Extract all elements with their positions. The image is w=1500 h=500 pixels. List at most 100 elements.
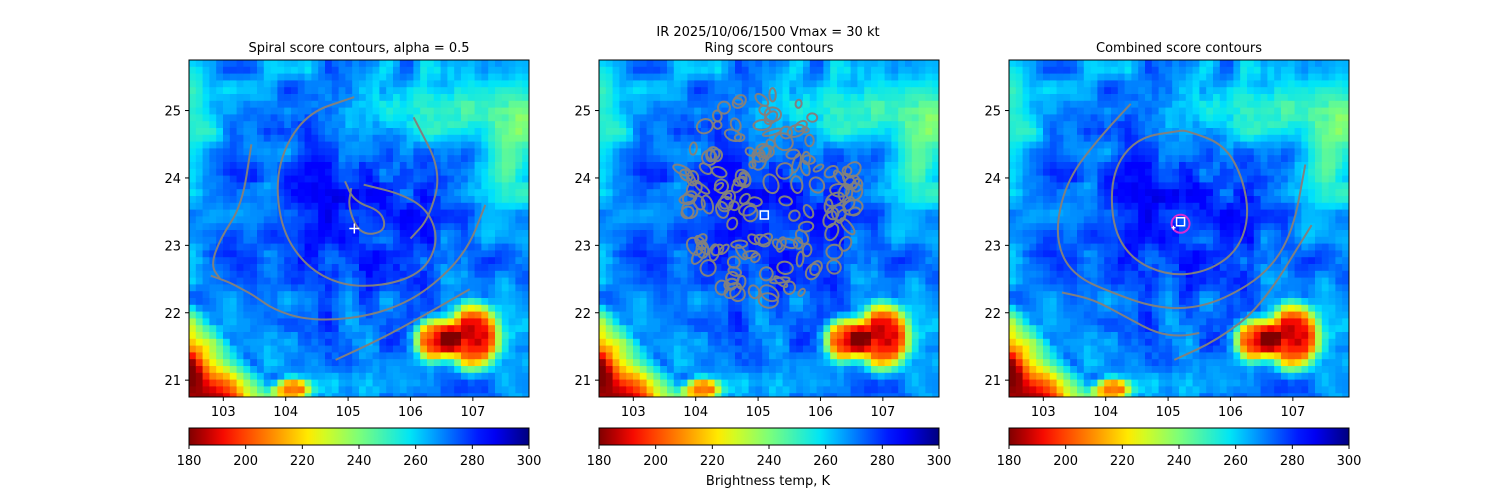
ring-contour: [797, 220, 815, 233]
colorbar-tick-label: 260: [403, 454, 428, 469]
colorbar-tick-label: 240: [1167, 454, 1192, 469]
ring-contour: [688, 141, 698, 156]
colorbar-gradient: [598, 427, 940, 446]
center-plus-marker: [1171, 225, 1176, 230]
ring-contour: [758, 232, 773, 246]
ring-contour: [726, 216, 739, 231]
ring-contour: [763, 106, 782, 123]
ring-contour: [742, 204, 759, 223]
y-tick-label: 23: [164, 239, 181, 254]
colorbar-tick-label: 300: [927, 454, 952, 469]
center-square-marker: [759, 210, 770, 220]
y-tick-label: 23: [984, 239, 1001, 254]
x-tick-label: 103: [211, 405, 236, 420]
ring-contour: [778, 195, 793, 207]
ring-contour: [825, 243, 844, 260]
ring-contour: [848, 206, 861, 217]
ring-contour: [686, 170, 700, 187]
x-tick-label: 103: [1031, 405, 1056, 420]
ir-field: [1009, 60, 1349, 397]
ring-contour: [837, 183, 854, 204]
ring-contour: [728, 200, 740, 212]
y-tick-label: 21: [984, 374, 1001, 389]
x-tick-label: 104: [273, 405, 298, 420]
y-tick-label: 23: [574, 239, 591, 254]
y-tick-label: 21: [164, 374, 181, 389]
colorbar-tick-label: 260: [813, 454, 838, 469]
contour-line: [276, 96, 437, 287]
x-tick-label: 104: [1093, 405, 1118, 420]
contour-line: [344, 180, 386, 235]
ring-contour: [790, 175, 804, 194]
x-tick-label: 107: [460, 405, 485, 420]
y-tick-label: 24: [164, 172, 181, 187]
ring-contour: [794, 119, 808, 133]
y-tick-label: 22: [574, 307, 591, 322]
ring-contour: [826, 259, 842, 275]
contour-line: [1061, 291, 1200, 337]
center-circle-marker: [1170, 213, 1191, 234]
contour-line: [1173, 224, 1313, 361]
y-tick-label: 22: [164, 307, 181, 322]
ring-contour: [788, 209, 801, 222]
colorbar: 180 200 220 240 260 280 300: [997, 427, 1361, 469]
axes-frame: [598, 59, 940, 398]
panel-title: Combined score contours: [1096, 41, 1262, 56]
ring-contour: [808, 176, 826, 194]
panel-2: Ring score contours 103 104 105 106 107 21 22 23…: [574, 41, 951, 469]
x-tick-label: 105: [336, 405, 361, 420]
ring-contour: [794, 98, 803, 109]
ring-contour: [735, 274, 747, 290]
y-tick-label: 25: [574, 105, 591, 120]
colorbar-tick-label: 220: [1110, 454, 1135, 469]
ring-contour: [761, 127, 783, 137]
score-contours: [672, 87, 864, 309]
contour-line: [1110, 129, 1249, 276]
ring-contour: [754, 143, 771, 159]
colorbar-label: Brightness temp, K: [706, 474, 831, 489]
x-tick-label: 105: [746, 405, 771, 420]
x-tick-label: 106: [398, 405, 423, 420]
panel-title: Ring score contours: [704, 41, 833, 56]
ring-contour: [713, 178, 730, 194]
ring-contour: [758, 266, 774, 282]
contour-line: [210, 204, 487, 321]
ring-contour: [730, 239, 749, 249]
colorbar-tick-label: 240: [757, 454, 782, 469]
ring-contour: [822, 209, 838, 229]
ring-contour: [844, 161, 862, 179]
ring-contour: [695, 118, 714, 135]
ring-contour: [685, 236, 704, 256]
ring-contour: [715, 200, 730, 219]
axes-frame: [1008, 59, 1350, 398]
ring-contour: [776, 260, 794, 275]
x-tick-label: 104: [683, 405, 708, 420]
x-tick-label: 106: [1218, 405, 1243, 420]
colorbar-tick-label: 220: [290, 454, 315, 469]
colorbar-gradient: [188, 427, 530, 446]
panel-3: Combined score contours 103 104 105 106 107 21…: [984, 41, 1361, 469]
ring-contour: [692, 194, 706, 211]
ring-contour: [723, 281, 743, 300]
ring-contour: [744, 146, 756, 157]
axes-frame: [188, 59, 530, 398]
center-square-marker: [1175, 217, 1186, 227]
ring-contour: [748, 160, 757, 169]
x-tick-label: 107: [1280, 405, 1305, 420]
y-tick-label: 22: [984, 307, 1001, 322]
score-contours: [210, 96, 487, 361]
y-tick-label: 25: [164, 105, 181, 120]
colorbar-tick-label: 180: [587, 454, 612, 469]
ring-contour: [747, 233, 760, 246]
x-tick-label: 103: [621, 405, 646, 420]
colorbar-tick-label: 280: [870, 454, 895, 469]
ring-contour: [700, 194, 715, 215]
colorbar-tick-label: 260: [1223, 454, 1248, 469]
ring-contour: [782, 280, 797, 296]
ring-contour: [797, 287, 806, 297]
ring-contour: [780, 237, 799, 250]
ring-contour: [773, 275, 789, 289]
ring-contour: [732, 97, 744, 106]
ring-contour: [731, 175, 747, 194]
panel-title: Spiral score contours, alpha = 0.5: [248, 41, 469, 56]
